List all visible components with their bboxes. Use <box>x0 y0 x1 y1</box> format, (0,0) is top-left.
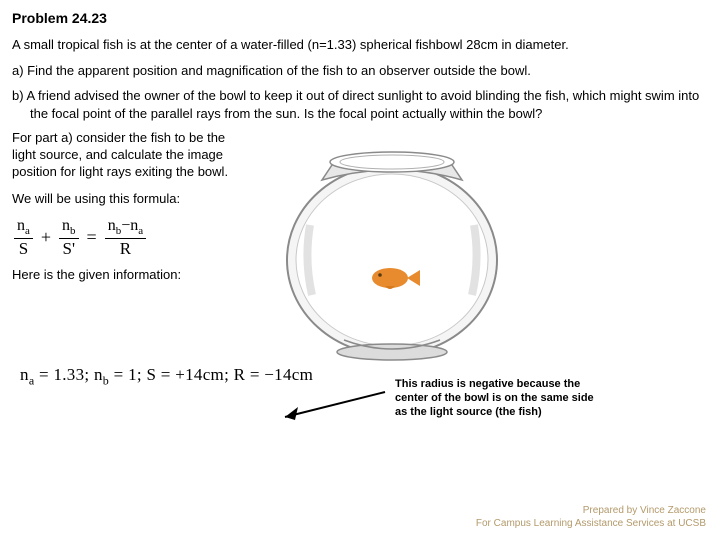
radius-callout: This radius is negative because the cent… <box>395 378 595 419</box>
left-column: For part a) consider the fish to be the … <box>12 130 252 365</box>
gv-nb: n <box>94 365 103 384</box>
fishbowl-svg <box>252 130 532 365</box>
num-na: n <box>17 217 25 234</box>
problem-statement: A small tropical fish is at the center o… <box>12 36 708 54</box>
frac-na-S: na S <box>14 218 33 257</box>
frac-diff-R: nb−na R <box>105 218 146 257</box>
fishbowl-figure <box>252 130 532 365</box>
formula-label: We will be using this formula: <box>12 191 242 208</box>
den-R: R <box>120 239 131 257</box>
den-Sp: S' <box>63 239 76 257</box>
frac-nb-Sp: nb S' <box>59 218 79 257</box>
num-nb2: n <box>108 217 116 234</box>
gv-na: n <box>20 365 29 384</box>
footer: Prepared by Vince Zaccone For Campus Lea… <box>476 504 706 530</box>
body-row: For part a) consider the fish to be the … <box>12 130 708 365</box>
refraction-formula: na S + nb S' = nb−na R <box>14 218 242 257</box>
sub-a2: a <box>138 225 143 237</box>
given-label: Here is the given information: <box>12 267 242 282</box>
footer-line2: For Campus Learning Assistance Services … <box>476 517 706 530</box>
minus-op: − <box>121 217 130 234</box>
plus-op: + <box>39 227 53 248</box>
problem-title: Problem 24.23 <box>12 10 708 26</box>
gv-S-val: = +14cm; <box>156 365 233 384</box>
part-a: a) Find the apparent position and magnif… <box>12 62 708 80</box>
gv-S: S <box>146 365 156 384</box>
gv-nb-val: = 1; <box>109 365 146 384</box>
explain-note-a: For part a) consider the fish to be the … <box>12 130 242 181</box>
sub-a: a <box>25 225 30 237</box>
sub-b: b <box>70 225 76 237</box>
eq-op: = <box>85 227 99 248</box>
part-b: b) A friend advised the owner of the bow… <box>12 87 708 122</box>
den-S: S <box>19 239 28 257</box>
footer-line1: Prepared by Vince Zaccone <box>476 504 706 517</box>
page: Problem 24.23 A small tropical fish is a… <box>0 0 720 540</box>
gv-na-val: = 1.33; <box>34 365 94 384</box>
callout-arrow <box>270 382 390 432</box>
gv-R: R <box>234 365 246 384</box>
num-nb: n <box>62 217 70 234</box>
